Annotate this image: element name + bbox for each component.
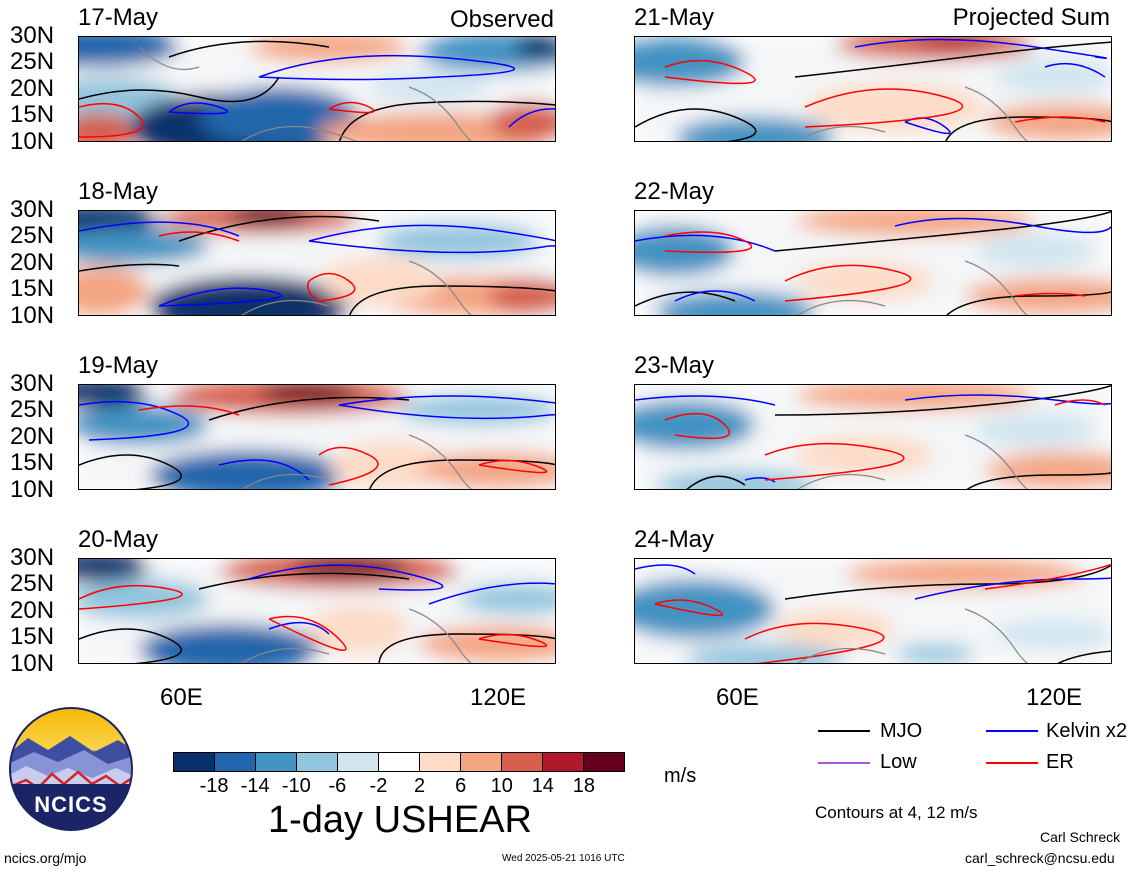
colorbar-swatch — [174, 753, 214, 771]
lat-label: 10N — [10, 302, 55, 329]
map-panel-observed-1 — [78, 36, 556, 142]
legend-swatch-kelvin — [986, 730, 1038, 732]
panel-date: 17-May — [78, 4, 159, 31]
lat-label: 15N — [10, 275, 55, 302]
shear-field — [79, 211, 555, 315]
panel-date: 22-May — [634, 178, 715, 205]
colorbar-tick-label: 6 — [455, 775, 467, 797]
lon-label: 120E — [470, 684, 527, 711]
lat-label: 15N — [10, 623, 55, 650]
lat-label: 15N — [10, 101, 55, 128]
colorbar-swatch — [337, 753, 378, 771]
legend-label-low: Low — [880, 751, 917, 773]
lat-label: 20N — [10, 75, 55, 102]
colorbar-tick-label: 2 — [413, 775, 426, 797]
lat-label: 10N — [10, 650, 55, 677]
lat-label: 25N — [10, 570, 55, 597]
map-panel-observed-2 — [78, 210, 556, 316]
lat-label: 25N — [10, 48, 55, 75]
lat-label: 15N — [10, 449, 55, 476]
colorbar-swatch — [378, 753, 419, 771]
panel-date: 23-May — [634, 352, 715, 379]
panel-date: 21-May — [634, 4, 715, 31]
map-panel-observed-4 — [78, 558, 556, 664]
legend-swatch-mjo — [818, 730, 870, 732]
footer-timestamp: Wed 2025-05-21 1016 UTC — [502, 853, 625, 864]
colorbar-tick-label: 14 — [531, 775, 554, 797]
legend-label-mjo: MJO — [880, 720, 923, 742]
panel-date: 20-May — [78, 526, 159, 553]
lat-label: 10N — [10, 128, 55, 155]
legend-label-er: ER — [1046, 751, 1074, 773]
lat-label: 20N — [10, 597, 55, 624]
shear-field — [635, 37, 1111, 141]
colorbar-tick-label: -2 — [369, 775, 388, 797]
colorbar-swatch — [460, 753, 501, 771]
map-panel-projected-2 — [634, 210, 1112, 316]
lon-label: 60E — [716, 684, 759, 711]
contours-note: Contours at 4, 12 m/s — [815, 803, 978, 822]
colorbar-tick-label: -10 — [281, 775, 311, 797]
map-panel-observed-3 — [78, 384, 556, 490]
projected-label: Projected Sum — [952, 4, 1110, 31]
logo-text: NCICS — [34, 792, 108, 817]
observed-label: Observed — [449, 6, 554, 33]
colorbar-tick-label: -6 — [328, 775, 347, 797]
colorbar-tick-label: 10 — [490, 775, 513, 797]
colorbar-tick-label: -18 — [199, 775, 229, 797]
logo-mountains-icon — [9, 707, 133, 831]
shear-field — [79, 385, 555, 489]
panel-date: 24-May — [634, 526, 715, 553]
colorbar-swatch — [583, 753, 624, 771]
lat-label: 30N — [10, 370, 55, 397]
colorbar-swatch — [419, 753, 460, 771]
shear-field — [635, 385, 1111, 489]
map-panel-projected-4 — [634, 558, 1112, 664]
lat-label: 25N — [10, 396, 55, 423]
panel-date: 18-May — [78, 178, 159, 205]
colorbar-unit: m/s — [664, 765, 697, 787]
footer-author: Carl Schreck — [1040, 829, 1121, 845]
legend-swatch-er — [986, 762, 1038, 764]
lat-label: 25N — [10, 222, 55, 249]
map-panel-projected-3 — [634, 384, 1112, 490]
colorbar-swatch — [501, 753, 542, 771]
lon-label: 60E — [160, 684, 203, 711]
shear-field — [635, 559, 1111, 663]
colorbar-swatch — [296, 753, 337, 771]
colorbar-title: 1-day USHEAR — [268, 799, 532, 841]
colorbar-swatch — [542, 753, 583, 771]
lat-label: 10N — [10, 476, 55, 503]
colorbar-swatch — [214, 753, 255, 771]
shear-field — [79, 37, 555, 141]
panel-date: 19-May — [78, 352, 159, 379]
lat-label: 30N — [10, 196, 55, 223]
colorbar-tick-label: -14 — [240, 775, 270, 797]
shear-field — [635, 211, 1111, 315]
lat-label: 20N — [10, 423, 55, 450]
map-panel-projected-1 — [634, 36, 1112, 142]
footer-url[interactable]: ncics.org/mjo — [4, 850, 87, 866]
colorbar-swatch — [255, 753, 296, 771]
lon-label: 120E — [1026, 684, 1083, 711]
legend-swatch-low — [818, 762, 870, 764]
lat-label: 30N — [10, 22, 55, 49]
footer-email[interactable]: carl_schreck@ncsu.edu — [965, 850, 1115, 866]
ncics-logo: NCICS — [8, 706, 134, 832]
colorbar-swatches — [173, 752, 625, 772]
lat-label: 30N — [10, 544, 55, 571]
lat-label: 20N — [10, 249, 55, 276]
legend-label-kelvin: Kelvin x2 — [1046, 720, 1128, 742]
shear-field — [79, 559, 555, 663]
colorbar-tick-label: 18 — [572, 775, 596, 797]
